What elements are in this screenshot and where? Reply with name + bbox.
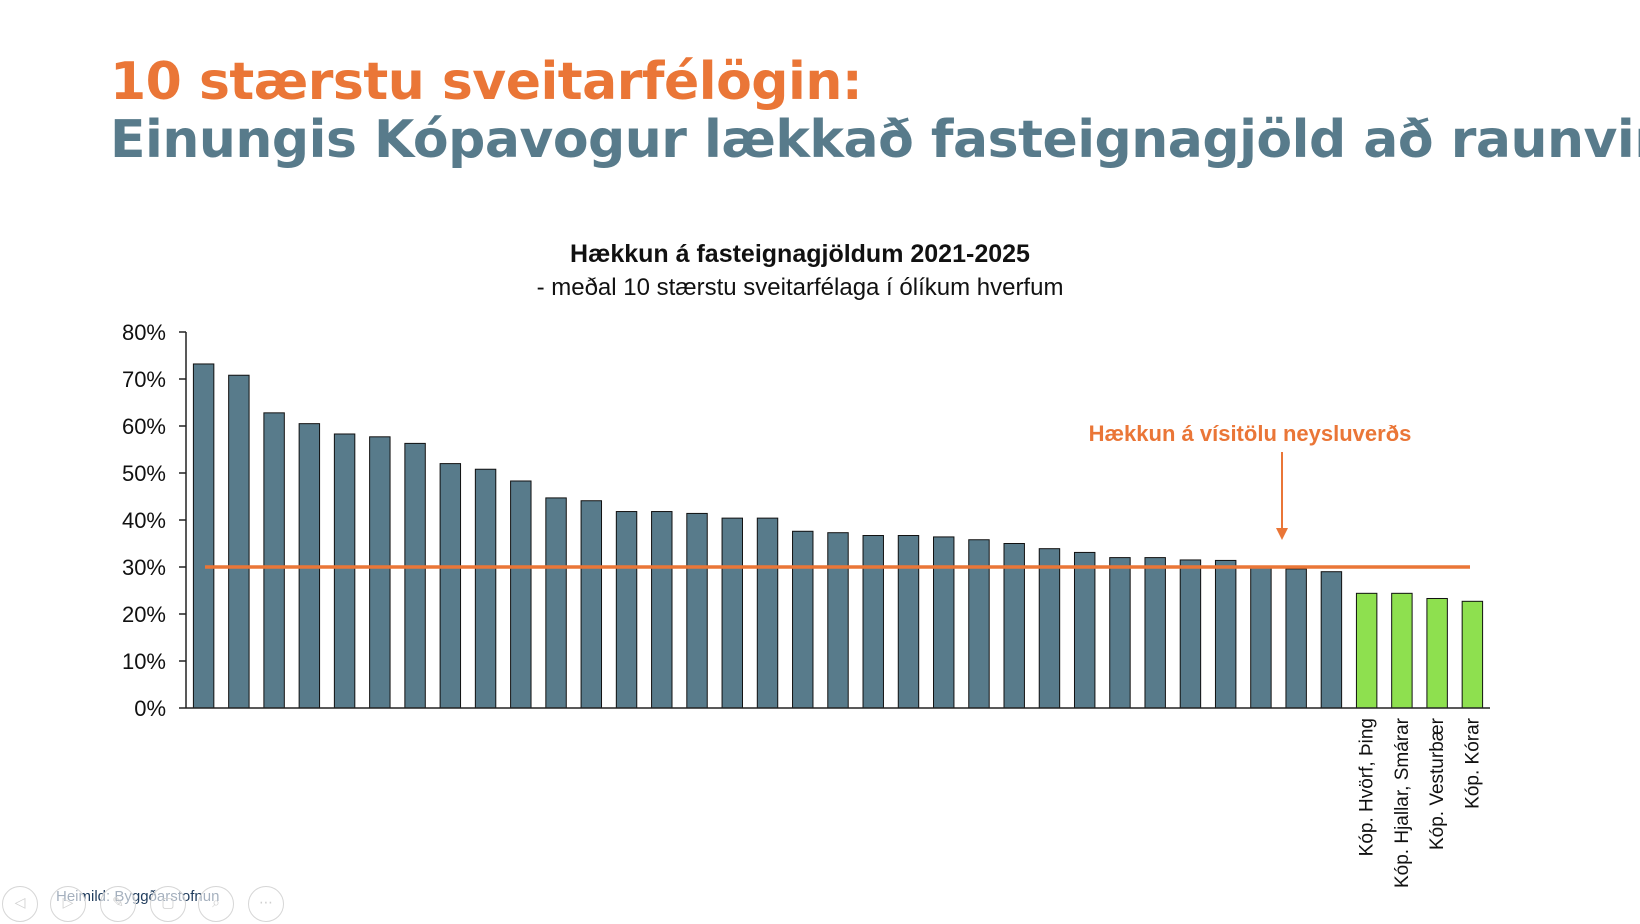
bar <box>1250 566 1272 709</box>
bar <box>651 511 673 709</box>
bar <box>263 412 285 709</box>
bar <box>933 536 955 709</box>
y-tick-label: 20% <box>122 602 166 627</box>
bar-highlighted <box>1355 592 1378 709</box>
more-icon[interactable]: ⋯ <box>248 886 284 922</box>
bar <box>192 363 215 709</box>
presentation-controls: ◁ ▷ ✎ ▢ ⌕ ⋯ <box>0 884 300 924</box>
bar <box>404 442 426 709</box>
bar <box>1214 559 1237 709</box>
bar <box>1144 557 1166 709</box>
bar <box>615 511 638 709</box>
bar <box>369 436 391 709</box>
previous-icon[interactable]: ◁ <box>2 886 38 922</box>
bar <box>1038 548 1061 709</box>
bar <box>827 532 849 709</box>
slides-icon[interactable]: ▢ <box>150 886 186 922</box>
bar <box>686 512 708 709</box>
y-tick-label: 80% <box>122 320 166 345</box>
bar <box>862 535 884 709</box>
zoom-icon[interactable]: ⌕ <box>198 886 234 922</box>
bar <box>1109 557 1131 709</box>
slide-title-line1: 10 stærstu sveitarfélögin: <box>110 52 863 112</box>
slide-title-line2: Einungis Kópavogur lækkað fasteignagjöld… <box>110 110 1640 170</box>
y-tick-label: 70% <box>122 367 166 392</box>
bars-group <box>192 363 1484 709</box>
reference-arrowhead-icon <box>1276 528 1288 540</box>
bar <box>968 539 990 709</box>
bar <box>1320 571 1343 709</box>
next-icon[interactable]: ▷ <box>50 886 86 922</box>
x-tick-label: Kóp. Hvörf, Þing <box>1357 718 1378 856</box>
x-tick-label: Kóp. Kórar <box>1462 717 1483 808</box>
bar <box>439 463 462 709</box>
bar-highlighted <box>1426 597 1448 709</box>
bar <box>474 468 497 709</box>
y-tick-label: 60% <box>122 414 166 439</box>
pen-icon[interactable]: ✎ <box>100 886 136 922</box>
reference-line-label: Hækkun á vísitölu neysluverðs <box>1089 421 1412 446</box>
bar <box>897 535 920 709</box>
y-tick-label: 40% <box>122 508 166 533</box>
y-tick-label: 30% <box>122 555 166 580</box>
y-tick-label: 10% <box>122 649 166 674</box>
bar-highlighted <box>1461 600 1484 709</box>
x-axis-labels: Kóp. Hvörf, Þing Kóp. Hjallar, Smárar Kóp.… <box>1357 717 1484 888</box>
x-tick-label: Kóp. Hjallar, Smárar <box>1392 717 1413 888</box>
y-axis-ticks: 0% 10% 20% 30% 40% 50% 60% 70% 80% <box>122 320 186 721</box>
bar <box>1179 559 1202 709</box>
bar <box>756 517 779 709</box>
y-tick-label: 0% <box>134 696 166 721</box>
bar <box>510 480 532 709</box>
bar <box>721 517 743 709</box>
bar <box>333 433 356 709</box>
bar <box>1285 568 1307 709</box>
bar <box>545 497 567 709</box>
bar <box>1073 551 1096 709</box>
bar <box>580 500 603 709</box>
bar <box>792 530 814 709</box>
chart-title: Hækkun á fasteignagjöldum 2021-2025 <box>570 240 1030 268</box>
y-tick-label: 50% <box>122 461 166 486</box>
bar-highlighted <box>1391 592 1413 709</box>
x-tick-label: Kóp. Vesturbær <box>1427 717 1448 850</box>
bar <box>228 374 250 709</box>
chart-subtitle: - meðal 10 stærstu sveitarfélaga í ólíku… <box>537 274 1064 301</box>
